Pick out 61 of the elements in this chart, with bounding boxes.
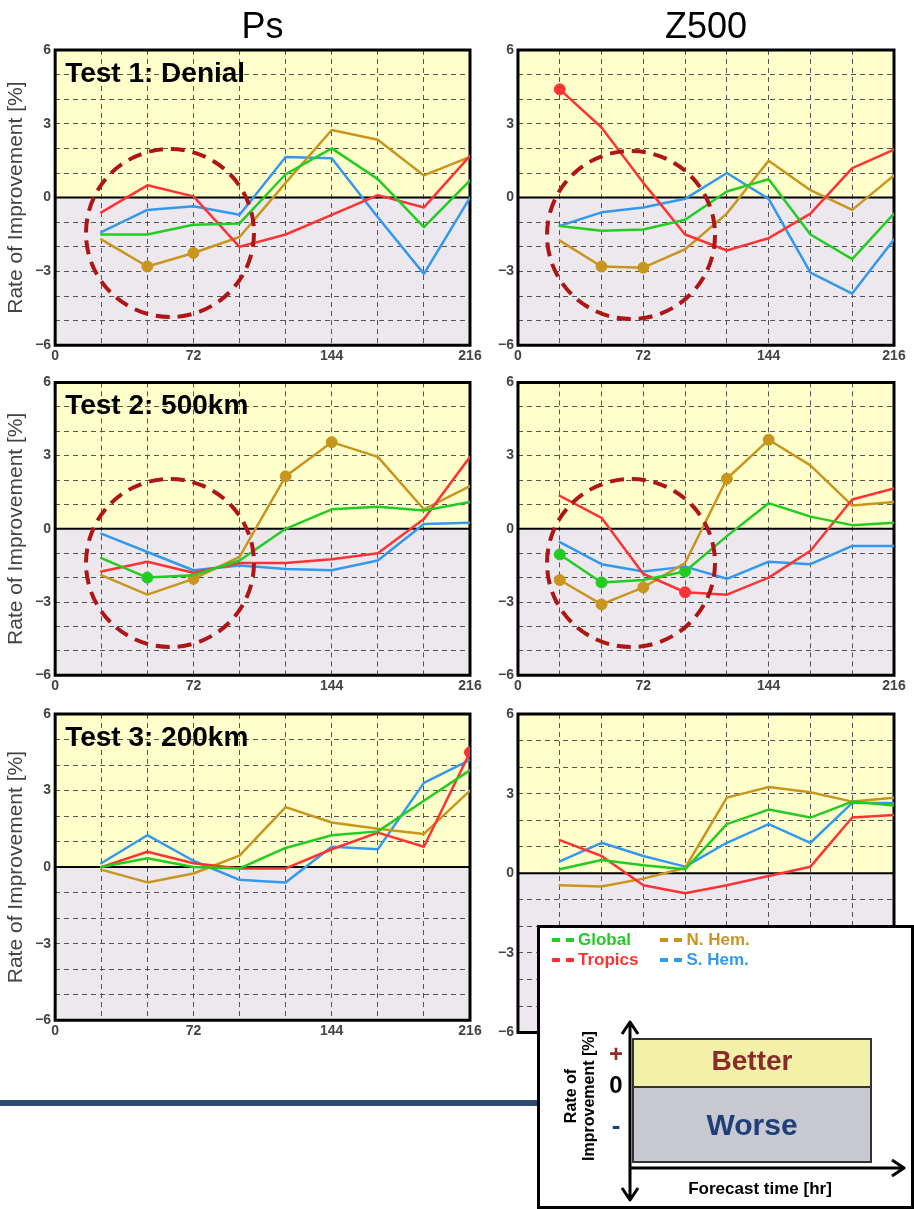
y-tick-label: 6 [43, 40, 52, 57]
chart-title: Z500 [664, 4, 748, 46]
x-tick-label: 216 [458, 1022, 482, 1039]
y-tick-label: 0 [506, 864, 515, 881]
y-tick-label: −6 [35, 336, 52, 353]
y-tick-label: −6 [497, 336, 515, 353]
y-tick-label: −3 [35, 592, 52, 609]
y-tick-label: 3 [43, 114, 52, 131]
annotation: Test 3: 200km [65, 720, 249, 752]
x-tick-label: 216 [882, 347, 906, 364]
y-tick-label: 6 [43, 704, 52, 721]
x-tick-label: 72 [185, 1022, 202, 1039]
text: - [610, 1110, 622, 1141]
y-axis-title: Rate of Improvement [%] [3, 81, 27, 314]
x-tick-label: 216 [458, 677, 482, 694]
x-tick-label: 72 [635, 677, 652, 694]
y-tick-label: 3 [506, 114, 515, 131]
y-tick-label: −3 [497, 262, 515, 279]
text: 0 [608, 1071, 624, 1099]
annotation: Test 2: 500km [65, 389, 249, 421]
y-tick-label: 3 [506, 446, 515, 463]
x-tick-label: 72 [185, 347, 202, 364]
x-tick-label: 144 [756, 677, 781, 694]
annotation: Test 1: Denial [65, 56, 246, 88]
y-tick-label: −6 [35, 1011, 52, 1028]
x-tick-label: 144 [320, 1022, 344, 1039]
x-tick-label: 144 [320, 347, 344, 364]
x-tick-label: 144 [320, 677, 344, 694]
legend-label: Global [578, 930, 631, 950]
y-tick-label: −6 [497, 666, 515, 683]
x-tick-label: 216 [882, 677, 906, 694]
legend-label: N. Hem. [686, 930, 750, 950]
x-tick-label: 72 [185, 677, 202, 694]
legend-label: S. Hem. [686, 950, 749, 970]
y-tick-label: −3 [35, 934, 52, 951]
y-tick-label: 3 [506, 784, 515, 801]
text: Rate of Improvement [%] [562, 1030, 598, 1163]
y-tick-label: 3 [43, 446, 52, 463]
x-tick-label: 144 [756, 347, 781, 364]
x-tick-label: 216 [458, 347, 482, 364]
text: + [608, 1040, 624, 1068]
y-tick-label: 6 [506, 373, 515, 390]
y-axis-title: Rate of Improvement [%] [3, 412, 27, 645]
y-tick-label: 3 [43, 781, 52, 798]
y-tick-label: 6 [43, 373, 52, 390]
y-tick-label: −3 [497, 943, 515, 960]
y-tick-label: −6 [497, 1023, 515, 1040]
y-tick-label: −6 [35, 666, 52, 683]
y-tick-label: 0 [506, 188, 515, 205]
y-axis-title: Rate of Improvement [%] [3, 750, 27, 984]
legend-label: Tropics [578, 950, 639, 970]
y-tick-label: 0 [506, 519, 515, 536]
y-tick-label: 6 [506, 40, 515, 57]
y-tick-label: 0 [43, 857, 52, 874]
chart-title: Ps [241, 4, 284, 46]
y-tick-label: 0 [43, 188, 52, 205]
y-tick-label: 0 [43, 519, 52, 536]
y-tick-label: −3 [35, 262, 52, 279]
x-tick-label: 72 [635, 347, 652, 364]
y-tick-label: −3 [497, 592, 515, 609]
y-tick-label: 6 [506, 704, 515, 721]
